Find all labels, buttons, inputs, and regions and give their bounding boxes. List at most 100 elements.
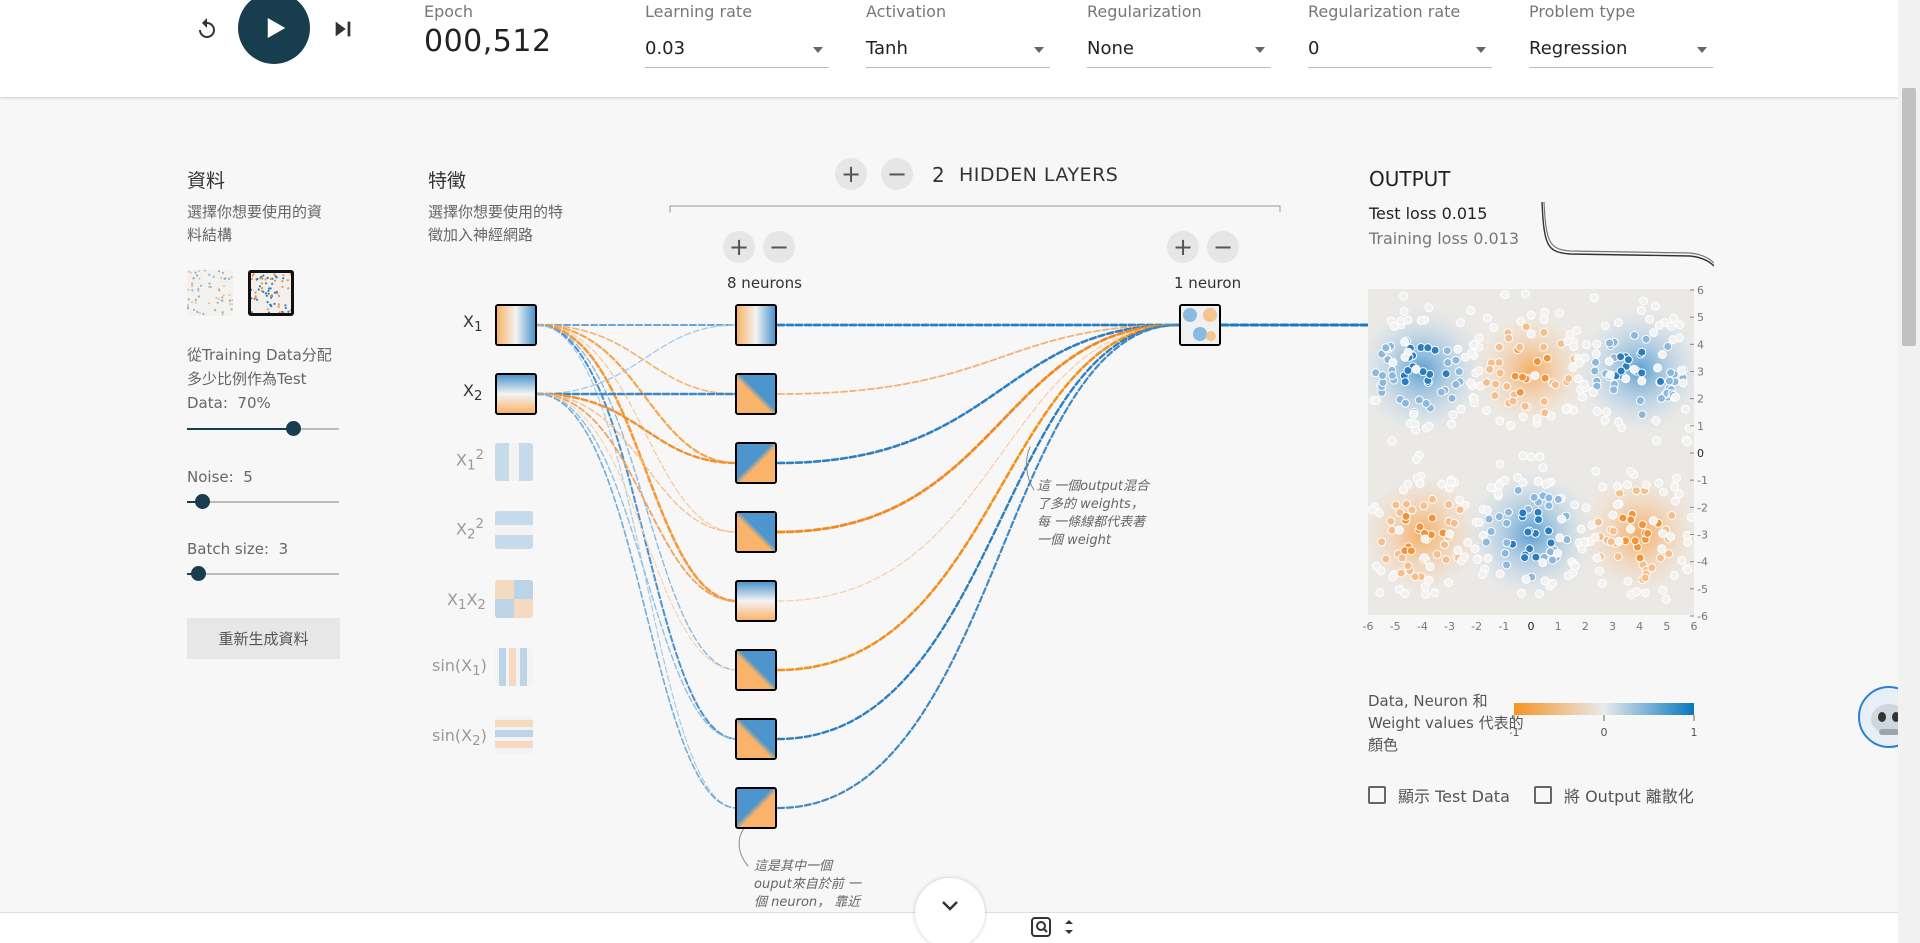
data-point: [1518, 508, 1528, 518]
noise-slider[interactable]: [187, 494, 339, 509]
remove-layer-button[interactable]: −: [881, 158, 913, 190]
feature-sinx2-node[interactable]: [495, 716, 533, 754]
discretize-output-checkbox[interactable]: 將 Output 離散化: [1534, 783, 1694, 807]
weight-x1-n6[interactable]: [536, 324, 738, 671]
weight-x2-n4[interactable]: [536, 393, 738, 533]
weight-n7-out[interactable]: [776, 323, 1181, 741]
data-point: [1400, 377, 1410, 387]
step-button[interactable]: [328, 14, 358, 44]
scrollbar-thumb[interactable]: [1902, 88, 1916, 346]
regenerate-data-button[interactable]: 重新生成資料: [187, 618, 340, 659]
feature-sinx1-sub: 1: [472, 664, 481, 680]
weight-x2-n3[interactable]: [535, 392, 739, 465]
weight-x2-n8[interactable]: [536, 393, 738, 809]
weight-n6-out[interactable]: [776, 323, 1181, 672]
learning-rate-select[interactable]: 0.03: [645, 38, 829, 68]
problem-type-select[interactable]: Regression: [1529, 38, 1713, 68]
dataset-thumbnail-plane[interactable]: [186, 269, 234, 316]
thumb-point: [270, 305, 273, 308]
show-test-data-checkbox[interactable]: 顯示 Test Data: [1368, 783, 1510, 807]
add-layer-button[interactable]: +: [835, 158, 867, 190]
data-point: [1597, 579, 1607, 588]
scroll-down-button[interactable]: [915, 878, 985, 943]
thumb-point: [221, 299, 224, 302]
feature-x2sq-node[interactable]: [495, 511, 533, 549]
neuron-1-3[interactable]: [735, 442, 777, 484]
weight-x2-n1[interactable]: [536, 324, 738, 395]
add-neuron-layer2-button[interactable]: +: [1167, 231, 1199, 263]
neuron-1-7[interactable]: [735, 718, 777, 760]
y-tick-label: -2: [1697, 501, 1708, 514]
thumb-point: [267, 289, 270, 293]
data-point: [1561, 404, 1571, 413]
noise-slider-knob[interactable]: [195, 494, 211, 509]
batch-slider[interactable]: [187, 566, 339, 581]
feature-x2-node[interactable]: [495, 373, 537, 415]
feature-x1sq-node[interactable]: [495, 443, 533, 481]
data-point: [1455, 505, 1465, 515]
weight-n2-out[interactable]: [777, 324, 1180, 395]
remove-neuron-layer2-button[interactable]: −: [1207, 231, 1239, 263]
feature-x1x2-node[interactable]: [495, 580, 533, 618]
data-point: [1626, 524, 1635, 534]
ratio-slider-knob[interactable]: [286, 421, 302, 436]
feature-x1-node[interactable]: [495, 304, 537, 346]
weight-n3-out[interactable]: [776, 323, 1181, 465]
data-point: [1495, 368, 1505, 378]
data-point: [1430, 345, 1440, 355]
batch-slider-knob[interactable]: [190, 566, 206, 581]
neuron-1-1[interactable]: [735, 304, 777, 346]
regularization-rate-select[interactable]: 0: [1308, 38, 1492, 68]
weight-x1-n4[interactable]: [536, 324, 738, 533]
neuron-1-2[interactable]: [735, 373, 777, 415]
data-point: [1563, 336, 1573, 346]
weight-x2-n6[interactable]: [536, 393, 738, 671]
output-heatmap[interactable]: [1368, 289, 1694, 615]
thumb-point: [269, 277, 272, 280]
neuron-2-1[interactable]: [1179, 304, 1221, 346]
data-point: [1591, 349, 1601, 359]
play-button[interactable]: [238, 0, 310, 64]
checkbox-box[interactable]: [1368, 786, 1386, 804]
activation-select[interactable]: Tanh: [866, 38, 1050, 68]
feature-sinx1-node[interactable]: [495, 648, 533, 686]
data-point: [1652, 436, 1661, 446]
weight-n8-out[interactable]: [776, 323, 1181, 810]
weight-x1-n8[interactable]: [536, 324, 738, 809]
neuron-1-6[interactable]: [735, 649, 777, 691]
data-point: [1531, 552, 1541, 562]
weight-x2-n5[interactable]: [536, 393, 738, 602]
neuron-1-5[interactable]: [735, 580, 777, 622]
data-point: [1441, 555, 1451, 565]
neuron-1-4[interactable]: [735, 511, 777, 553]
thumb-point: [215, 296, 218, 299]
thumb-point: [228, 277, 231, 280]
data-point: [1430, 588, 1440, 598]
data-point: [1613, 552, 1623, 562]
regularization-select[interactable]: None: [1087, 38, 1271, 68]
add-neuron-layer1-button[interactable]: +: [723, 231, 755, 263]
data-point: [1491, 379, 1501, 389]
reset-button[interactable]: [192, 14, 222, 44]
weight-x2-n7[interactable]: [536, 393, 738, 740]
weight-n5-out[interactable]: [777, 324, 1180, 602]
ratio-slider[interactable]: [187, 421, 339, 436]
dataset-thumbnail-multigaussian[interactable]: [248, 270, 294, 316]
x-tick-label: 5: [1663, 620, 1670, 633]
data-point: [1645, 314, 1655, 324]
data-point: [1590, 532, 1600, 542]
data-point: [1580, 353, 1590, 363]
chevron-down-icon: [942, 901, 958, 911]
regularization-label: Regularization: [1087, 2, 1202, 21]
remove-neuron-layer1-button[interactable]: −: [763, 231, 795, 263]
weight-x1-n5[interactable]: [535, 323, 739, 603]
neuron-1-8[interactable]: [735, 787, 777, 829]
checkbox-box[interactable]: [1534, 786, 1552, 804]
feature-x2sq-sup: 2: [475, 517, 484, 532]
weight-n4-out[interactable]: [776, 323, 1181, 534]
search-toolbar-button[interactable]: [1030, 916, 1056, 940]
toolbar-sort-button[interactable]: [1062, 916, 1078, 940]
data-point: [1486, 483, 1496, 493]
y-tick-label: -5: [1697, 583, 1708, 596]
data-point: [1605, 370, 1615, 380]
